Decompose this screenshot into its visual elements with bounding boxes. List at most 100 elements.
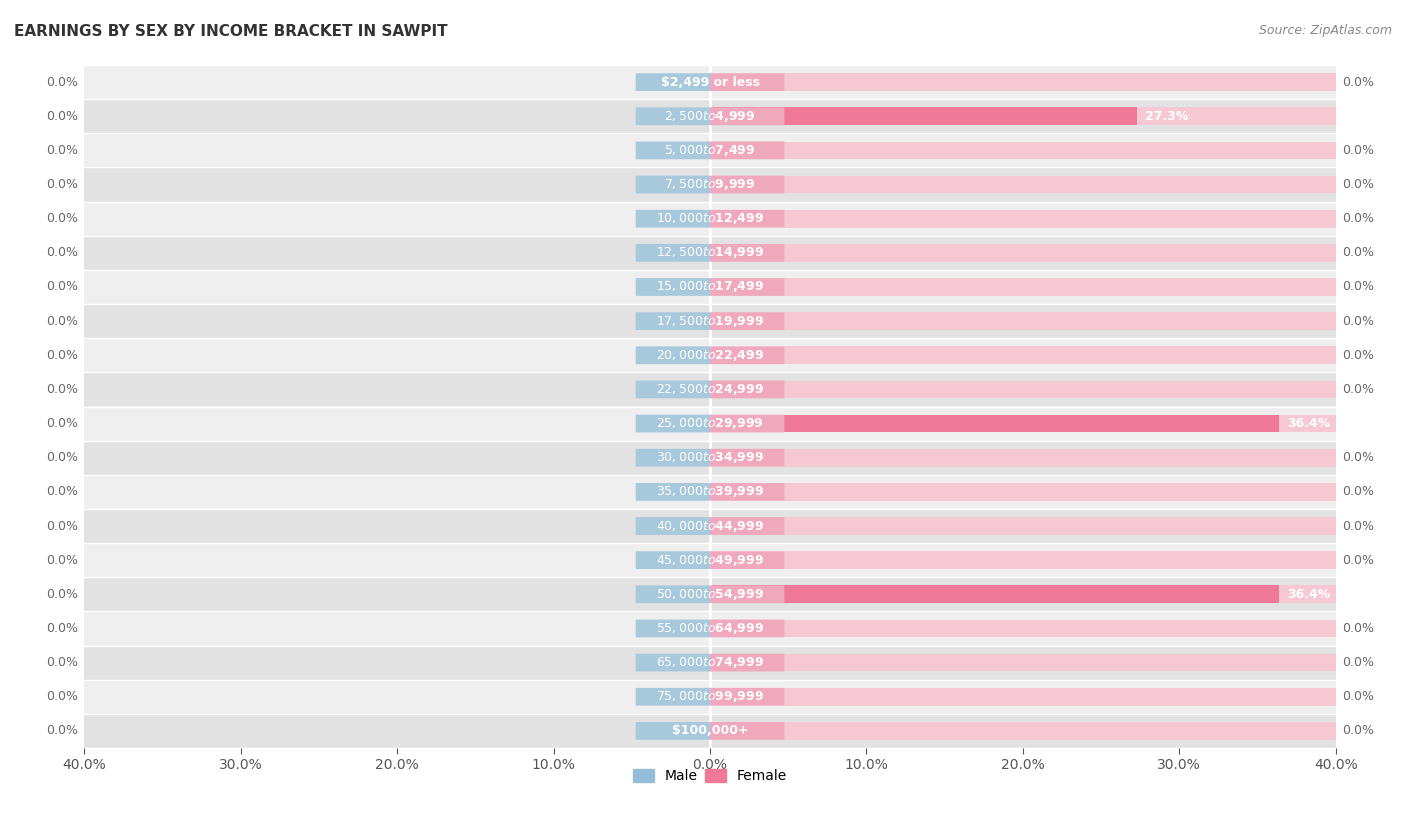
Bar	[785, 210, 1336, 228]
Bar	[785, 278, 1336, 296]
FancyBboxPatch shape	[710, 210, 785, 228]
FancyBboxPatch shape	[710, 654, 785, 672]
Text: $20,000 to $22,499: $20,000 to $22,499	[657, 348, 763, 363]
Bar	[0, 654, 84, 672]
Bar	[84, 441, 1336, 475]
FancyBboxPatch shape	[636, 73, 710, 91]
FancyBboxPatch shape	[636, 722, 710, 740]
FancyBboxPatch shape	[710, 483, 785, 501]
Text: $12,500 to $14,999: $12,500 to $14,999	[657, 246, 763, 260]
Bar	[0, 688, 84, 706]
Text: 0.0%: 0.0%	[46, 280, 79, 293]
Text: EARNINGS BY SEX BY INCOME BRACKET IN SAWPIT: EARNINGS BY SEX BY INCOME BRACKET IN SAW…	[14, 24, 447, 39]
Text: 0.0%: 0.0%	[46, 451, 79, 464]
Bar	[0, 722, 84, 740]
Bar	[84, 65, 1336, 99]
FancyBboxPatch shape	[636, 415, 710, 433]
FancyBboxPatch shape	[636, 278, 710, 296]
FancyBboxPatch shape	[710, 278, 785, 296]
FancyBboxPatch shape	[636, 312, 710, 330]
FancyBboxPatch shape	[710, 380, 785, 398]
Text: $2,500 to $4,999: $2,500 to $4,999	[664, 109, 756, 124]
Text: $35,000 to $39,999: $35,000 to $39,999	[657, 485, 763, 499]
FancyBboxPatch shape	[710, 585, 785, 603]
FancyBboxPatch shape	[636, 380, 710, 398]
Bar	[84, 406, 1336, 441]
FancyBboxPatch shape	[710, 688, 785, 706]
Text: $10,000 to $12,499: $10,000 to $12,499	[657, 211, 763, 226]
FancyBboxPatch shape	[710, 517, 785, 535]
Text: 0.0%: 0.0%	[1341, 349, 1374, 362]
FancyBboxPatch shape	[710, 176, 785, 193]
FancyBboxPatch shape	[636, 244, 710, 262]
Bar	[84, 167, 1336, 202]
Bar	[785, 722, 1336, 740]
Text: $55,000 to $64,999: $55,000 to $64,999	[657, 621, 763, 636]
Text: 0.0%: 0.0%	[1341, 212, 1374, 225]
FancyBboxPatch shape	[710, 346, 785, 364]
Text: $30,000 to $34,999: $30,000 to $34,999	[657, 450, 763, 465]
Bar	[785, 244, 1336, 262]
Text: 0.0%: 0.0%	[1341, 144, 1374, 157]
Bar	[0, 278, 84, 296]
Text: $75,000 to $99,999: $75,000 to $99,999	[657, 689, 763, 704]
FancyBboxPatch shape	[636, 585, 710, 603]
Bar	[84, 509, 1336, 543]
Text: 0.0%: 0.0%	[1341, 451, 1374, 464]
FancyBboxPatch shape	[636, 620, 710, 637]
Bar	[0, 73, 84, 91]
Text: $17,500 to $19,999: $17,500 to $19,999	[657, 314, 763, 328]
Bar	[84, 680, 1336, 714]
Text: 0.0%: 0.0%	[1341, 485, 1374, 498]
Bar	[0, 483, 84, 501]
Bar	[84, 714, 1336, 748]
Bar	[0, 141, 84, 159]
Text: $15,000 to $17,499: $15,000 to $17,499	[657, 280, 763, 294]
FancyBboxPatch shape	[710, 415, 785, 433]
Bar	[785, 517, 1336, 535]
FancyBboxPatch shape	[636, 517, 710, 535]
Text: 0.0%: 0.0%	[1341, 690, 1374, 703]
Bar	[785, 483, 1336, 501]
Bar	[785, 551, 1336, 569]
Bar	[84, 543, 1336, 577]
FancyBboxPatch shape	[710, 244, 785, 262]
Bar	[84, 99, 1336, 133]
Bar	[84, 338, 1336, 372]
Text: 0.0%: 0.0%	[1341, 554, 1374, 567]
Legend: Male, Female: Male, Female	[627, 763, 793, 789]
Text: 36.4%: 36.4%	[1288, 588, 1330, 601]
Text: 0.0%: 0.0%	[46, 178, 79, 191]
Text: 0.0%: 0.0%	[46, 76, 79, 89]
Text: $22,500 to $24,999: $22,500 to $24,999	[657, 382, 763, 397]
Text: 0.0%: 0.0%	[1341, 622, 1374, 635]
Bar	[84, 270, 1336, 304]
Bar	[785, 449, 1336, 467]
Text: 0.0%: 0.0%	[1341, 656, 1374, 669]
Text: 0.0%: 0.0%	[46, 246, 79, 259]
FancyBboxPatch shape	[636, 449, 710, 467]
Bar	[0, 415, 84, 433]
Bar	[785, 107, 1336, 125]
Text: 0.0%: 0.0%	[46, 588, 79, 601]
Bar	[0, 210, 84, 228]
Bar	[0, 107, 84, 125]
FancyBboxPatch shape	[636, 654, 710, 672]
Text: $100,000+: $100,000+	[672, 724, 748, 737]
Bar	[84, 611, 1336, 646]
FancyBboxPatch shape	[710, 73, 785, 91]
Bar	[84, 304, 1336, 338]
Bar	[785, 654, 1336, 672]
Bar	[710, 585, 1279, 603]
Text: 0.0%: 0.0%	[46, 656, 79, 669]
Text: 0.0%: 0.0%	[1341, 246, 1374, 259]
FancyBboxPatch shape	[710, 312, 785, 330]
FancyBboxPatch shape	[636, 210, 710, 228]
Text: 0.0%: 0.0%	[1341, 315, 1374, 328]
Bar	[785, 176, 1336, 193]
Text: $7,500 to $9,999: $7,500 to $9,999	[664, 177, 756, 192]
Bar	[0, 620, 84, 637]
Text: 0.0%: 0.0%	[1341, 383, 1374, 396]
Bar	[785, 688, 1336, 706]
Text: 0.0%: 0.0%	[1341, 178, 1374, 191]
